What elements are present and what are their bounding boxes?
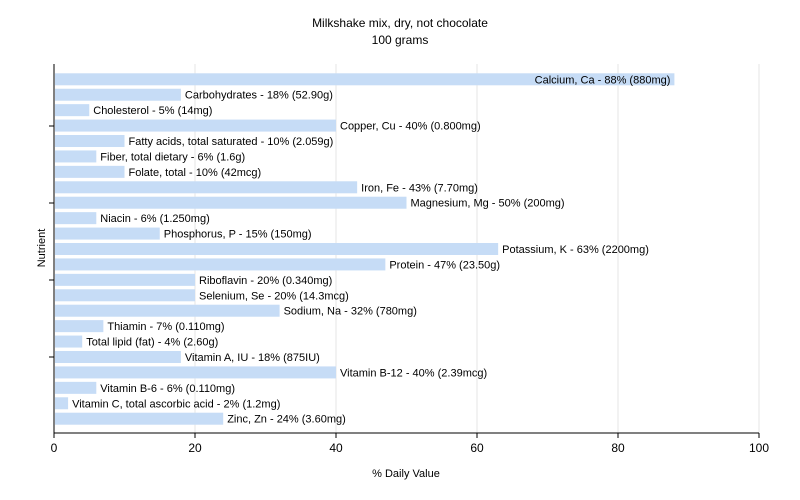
bar-label: Vitamin B-6 - 6% (0.110mg) [100,383,235,395]
bar [55,227,160,240]
x-axis-label: % Daily Value [372,468,440,480]
bar [55,381,97,394]
bar [55,135,125,148]
bar [55,289,195,302]
y-axis-label: Nutrient [36,229,48,268]
bars: Calcium, Ca - 88% (880mg) Carbohydrates -… [55,73,675,426]
bar [55,243,499,255]
bar-label: Copper, Cu - 40% (0.800mg) [340,121,481,133]
axes [49,64,759,434]
x-tick-label: 20 [188,441,202,455]
chart-title: Milkshake mix, dry, not chocolate [312,16,488,30]
bar-label: Zinc, Zn - 24% (3.60mg) [227,414,346,426]
bar-label: Vitamin A, IU - 18% (875IU) [185,352,320,364]
x-tick-label: 0 [51,441,58,455]
bar [55,273,195,286]
bar [55,350,181,363]
bar [55,150,97,163]
bar-label: Calcium, Ca - 88% (880mg) [535,74,671,86]
bar [55,335,83,348]
bar [55,304,280,317]
bar-label: Vitamin C, total ascorbic acid - 2% (1.2… [72,398,280,410]
bar-label: Total lipid (fat) - 4% (2.60g) [86,337,218,349]
bar-label: Phosphorus, P - 15% (150mg) [164,229,312,241]
bar-label: Potassium, K - 63% (2200mg) [502,244,649,256]
bar-label: Folate, total - 10% (42mcg) [129,167,262,179]
bar-label: Vitamin B-12 - 40% (2.39mcg) [340,367,487,379]
bar-label: Protein - 47% (23.50g) [389,259,500,271]
bar [55,258,386,271]
bar-label: Fiber, total dietary - 6% (1.6g) [100,151,245,163]
bar [55,412,224,425]
bar [55,366,336,379]
bar [55,196,407,209]
x-tick-label: 100 [749,441,769,455]
chart-subtitle: 100 grams [372,33,429,47]
bar-label: Carbohydrates - 18% (52.90g) [185,90,333,102]
bar-label: Thiamin - 7% (0.110mg) [107,321,224,333]
bar [55,119,336,132]
bar-label: Selenium, Se - 20% (14.3mcg) [199,290,349,302]
x-ticks: 0 20 40 60 80 100 [51,433,769,455]
bar [55,73,675,86]
bar [55,88,181,101]
bar-label: Magnesium, Mg - 50% (200mg) [411,198,565,210]
bar-label: Niacin - 6% (1.250mg) [100,213,209,225]
bar-label: Iron, Fe - 43% (7.70mg) [361,182,478,194]
bar [55,104,90,117]
bar-label: Cholesterol - 5% (14mg) [93,105,212,117]
bar [55,165,125,178]
bar-label: Riboflavin - 20% (0.340mg) [199,275,332,287]
bar [55,181,358,194]
bar-label: Fatty acids, total saturated - 10% (2.05… [129,136,334,148]
bar-label: Sodium, Na - 32% (780mg) [284,306,417,318]
bar [55,320,104,333]
x-tick-label: 80 [611,441,625,455]
x-tick-label: 60 [470,441,484,455]
bar [55,212,97,225]
bar [55,397,69,410]
x-tick-label: 40 [329,441,343,455]
